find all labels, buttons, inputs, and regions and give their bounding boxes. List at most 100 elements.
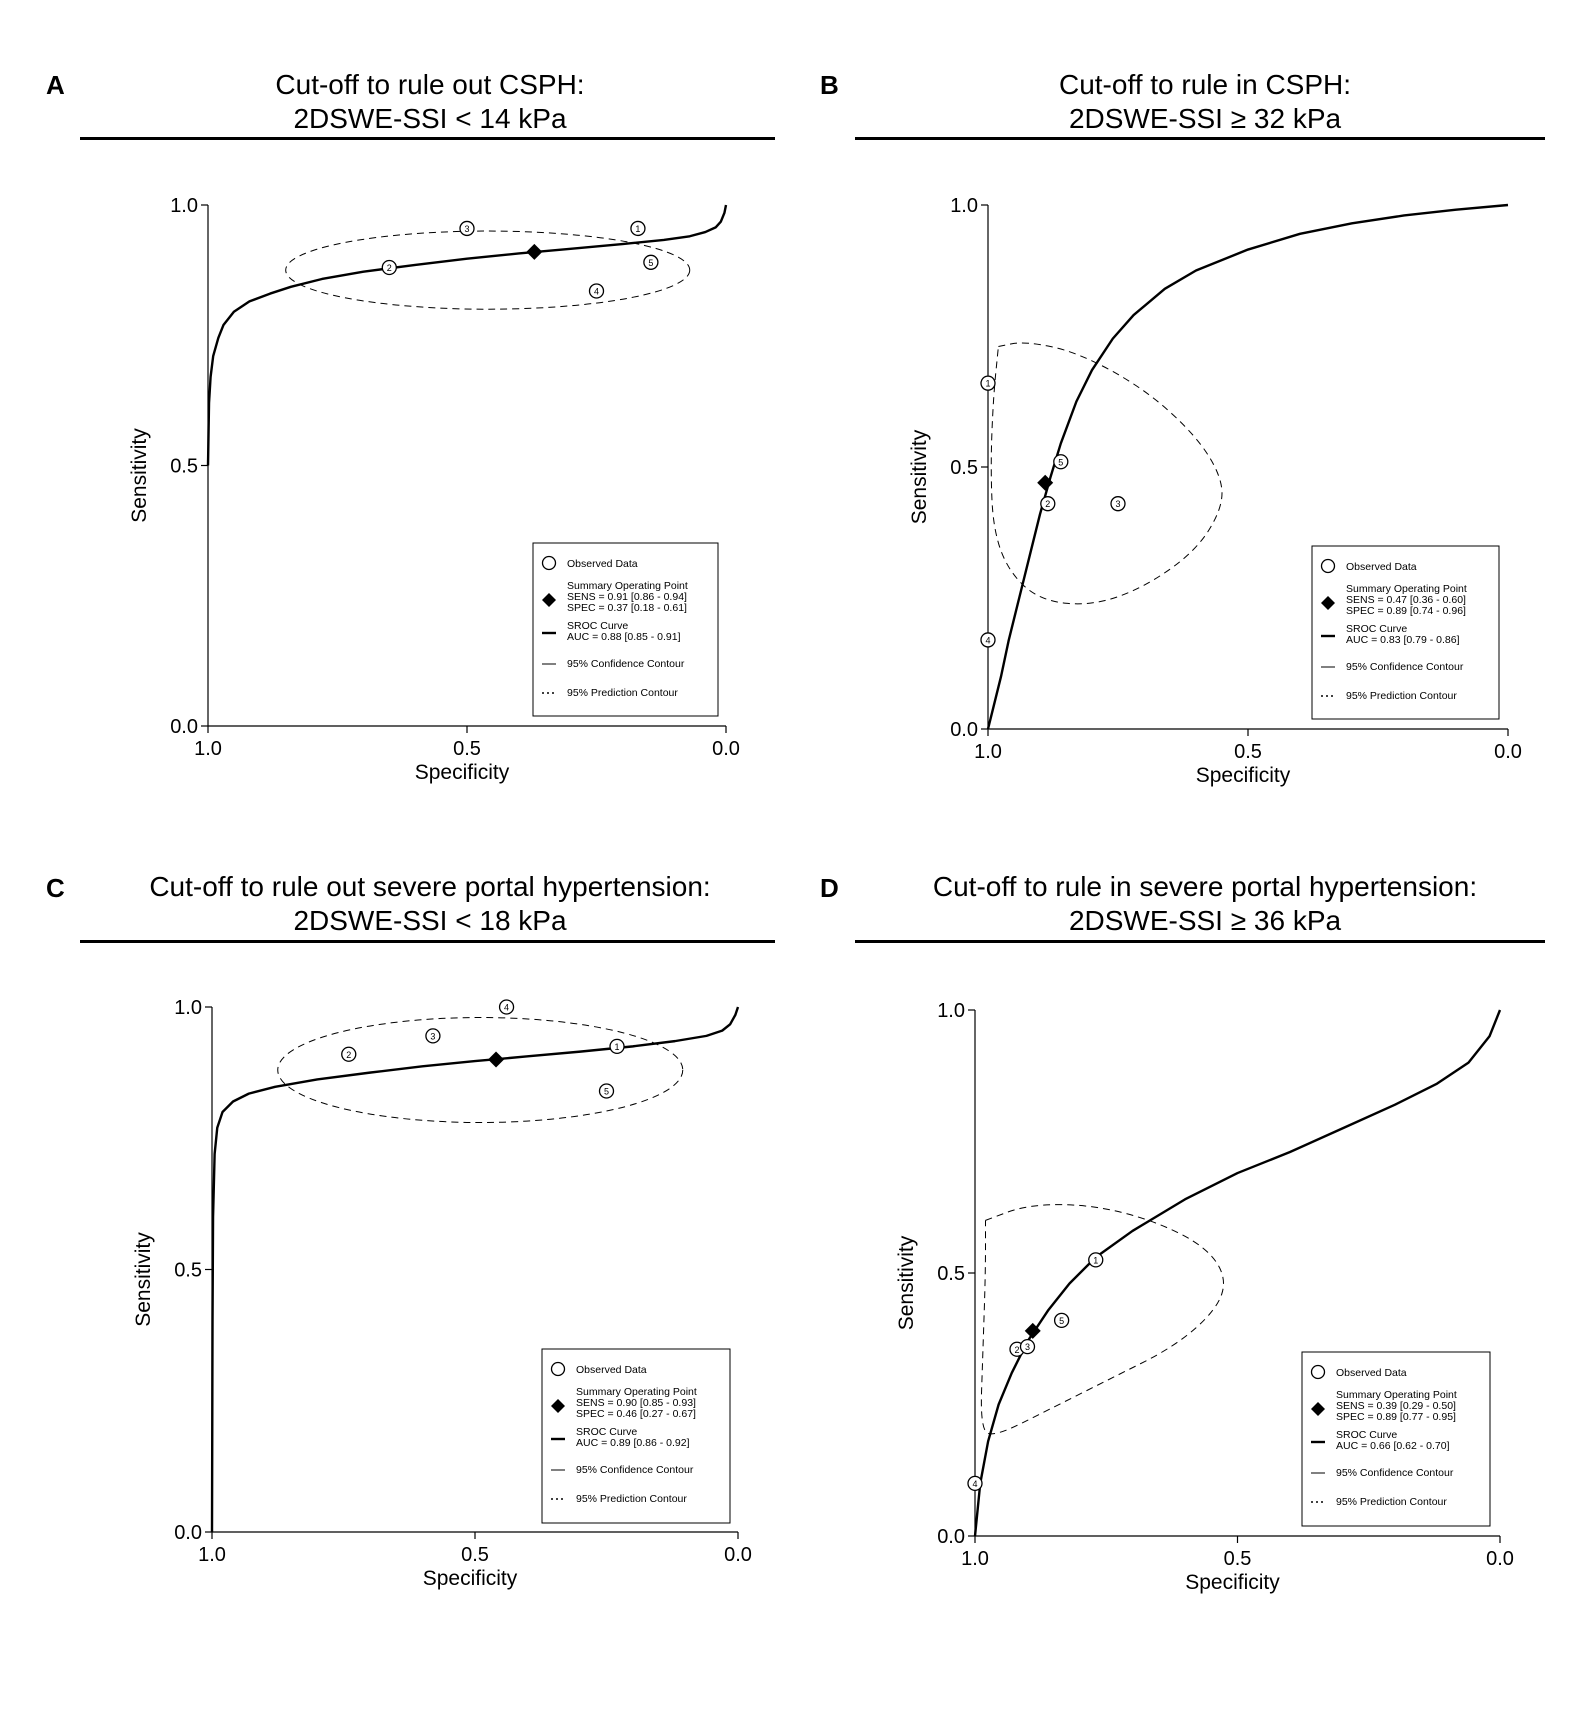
observed-marker bbox=[598, 1083, 615, 1099]
observed-point-label: 2 bbox=[346, 1050, 351, 1060]
observed-point-label: 5 bbox=[1059, 1316, 1064, 1326]
observed-point: 5 bbox=[1053, 1312, 1070, 1328]
observed-point-label: 3 bbox=[1115, 499, 1120, 509]
legend-spec-line: SPEC = 0.37 [0.18 - 0.61] bbox=[567, 602, 687, 614]
x-tick-label: 1.0 bbox=[198, 1544, 226, 1566]
observed-point-label: 5 bbox=[1058, 457, 1063, 467]
x-tick-label: 1.0 bbox=[974, 741, 1002, 763]
legend: Observed Data Summary Operating PointSENS… bbox=[532, 542, 719, 717]
observed-marker bbox=[1088, 1252, 1104, 1268]
observed-marker bbox=[980, 632, 996, 648]
observed-marker bbox=[980, 375, 996, 391]
legend-spec-line: SPEC = 0.89 [0.77 - 0.95] bbox=[1336, 1411, 1456, 1423]
x-axis-label: Specificity bbox=[1196, 764, 1291, 787]
legend-observed-label: Observed Data bbox=[1336, 1367, 1407, 1379]
observed-marker bbox=[425, 1028, 441, 1044]
observed-marker bbox=[1053, 454, 1069, 470]
panel-letter: A bbox=[46, 70, 65, 100]
y-axis-label: Sensitivity bbox=[128, 428, 151, 523]
observed-point-label: 4 bbox=[504, 1003, 509, 1013]
observed-point: 4 bbox=[588, 283, 605, 299]
observed-point-label: 1 bbox=[1093, 1255, 1098, 1265]
confidence-contour bbox=[980, 1204, 1224, 1435]
observed-point: 4 bbox=[980, 632, 996, 648]
y-tick-label: 0.0 bbox=[174, 1522, 202, 1544]
observed-point: 1 bbox=[1088, 1252, 1104, 1268]
summary-operating-point bbox=[488, 1051, 505, 1068]
legend-auc-line: AUC = 0.88 [0.85 - 0.91] bbox=[567, 631, 681, 643]
x-tick-label: 0.0 bbox=[1486, 1548, 1514, 1570]
y-tick-label: 1.0 bbox=[170, 195, 198, 217]
observed-marker bbox=[1110, 496, 1126, 512]
summary-operating-point bbox=[1024, 1322, 1041, 1339]
observed-point-label: 4 bbox=[972, 1479, 977, 1489]
observed-point: 5 bbox=[1053, 454, 1069, 470]
title-rule bbox=[80, 137, 775, 140]
panel-letter: C bbox=[46, 873, 65, 903]
observed-point-label: 4 bbox=[594, 286, 599, 296]
legend-sroc-title: SROC Curve bbox=[567, 620, 628, 632]
observed-point-label: 3 bbox=[464, 224, 469, 234]
legend: Observed Data Summary Operating PointSENS… bbox=[541, 1348, 731, 1524]
observed-marker bbox=[1040, 496, 1056, 512]
observed-point: 3 bbox=[425, 1028, 441, 1044]
observed-point-label: 4 bbox=[985, 635, 990, 645]
legend-sens-line: SENS = 0.47 [0.36 - 0.60] bbox=[1346, 594, 1466, 606]
observed-marker bbox=[498, 999, 515, 1015]
x-tick-label: 0.0 bbox=[712, 738, 740, 760]
chart-title: Cut-off to rule in severe portal hyperte… bbox=[855, 870, 1555, 938]
observed-point: 3 bbox=[459, 220, 475, 237]
y-tick-label: 0.0 bbox=[937, 1526, 965, 1548]
title-rule bbox=[855, 940, 1545, 943]
observed-marker bbox=[643, 254, 659, 270]
legend-summary-marker bbox=[542, 593, 556, 607]
panel-letter: D bbox=[820, 873, 839, 903]
observed-point-label: 2 bbox=[1014, 1345, 1019, 1355]
observed-point: 2 bbox=[341, 1046, 357, 1062]
y-tick-label: 0.0 bbox=[950, 719, 978, 741]
title-rule bbox=[855, 137, 1545, 140]
observed-point: 1 bbox=[980, 375, 996, 391]
observed-marker bbox=[967, 1475, 983, 1492]
x-tick-label: 1.0 bbox=[194, 738, 222, 760]
legend-box bbox=[541, 1348, 731, 1524]
observed-marker bbox=[1053, 1312, 1070, 1328]
y-tick-label: 1.0 bbox=[950, 195, 978, 217]
legend: Observed Data Summary Operating PointSENS… bbox=[1301, 1351, 1491, 1527]
observed-marker bbox=[588, 283, 605, 299]
legend-auc-line: AUC = 0.66 [0.62 - 0.70] bbox=[1336, 1440, 1450, 1452]
observed-marker bbox=[341, 1046, 357, 1062]
observed-point-label: 2 bbox=[387, 263, 392, 273]
legend-box bbox=[532, 542, 719, 717]
legend-summary-marker bbox=[1311, 1402, 1325, 1416]
y-tick-label: 1.0 bbox=[174, 997, 202, 1019]
legend-sroc-title: SROC Curve bbox=[1336, 1429, 1397, 1441]
observed-point: 4 bbox=[967, 1475, 983, 1492]
x-tick-label: 0.0 bbox=[1494, 741, 1522, 763]
y-axis-label: Sensitivity bbox=[908, 429, 931, 524]
sroc-curve bbox=[210, 1006, 740, 1533]
legend-observed-marker bbox=[1320, 558, 1336, 574]
observed-point-label: 3 bbox=[430, 1031, 435, 1041]
y-axis-label: Sensitivity bbox=[132, 1232, 155, 1327]
legend-spec-line: SPEC = 0.46 [0.27 - 0.67] bbox=[576, 1408, 696, 1420]
observed-point: 2 bbox=[1040, 496, 1056, 512]
x-axis-label: Specificity bbox=[1185, 1571, 1280, 1594]
legend-prediction-label: 95% Prediction Contour bbox=[576, 1493, 687, 1505]
legend-sroc-title: SROC Curve bbox=[576, 1426, 637, 1438]
y-axis-label: Sensitivity bbox=[895, 1235, 918, 1330]
legend-auc-line: AUC = 0.89 [0.86 - 0.92] bbox=[576, 1437, 690, 1449]
legend-sroc-title: SROC Curve bbox=[1346, 623, 1407, 635]
legend-auc-line: AUC = 0.83 [0.79 - 0.86] bbox=[1346, 634, 1460, 646]
chart-title-line: Cut-off to rule in CSPH: bbox=[1058, 69, 1352, 100]
legend-summary-marker bbox=[551, 1399, 565, 1413]
observed-point-label: 5 bbox=[604, 1087, 609, 1097]
x-axis-label: Specificity bbox=[423, 1567, 518, 1590]
legend-summary-marker bbox=[1321, 596, 1335, 610]
y-tick-label: 0.5 bbox=[937, 1263, 965, 1285]
legend-sens-line: SENS = 0.91 [0.86 - 0.94] bbox=[567, 591, 687, 603]
observed-point: 5 bbox=[598, 1083, 615, 1099]
